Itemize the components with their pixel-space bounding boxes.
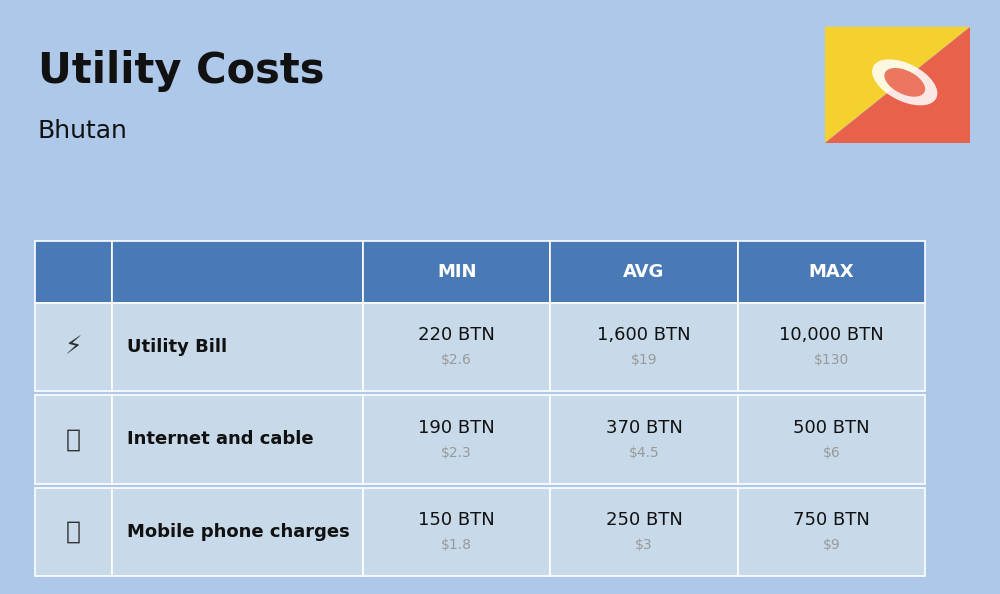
Bar — [363, 303, 550, 391]
Text: $9: $9 — [823, 538, 840, 552]
Text: Mobile phone charges: Mobile phone charges — [127, 523, 350, 541]
Text: AVG: AVG — [623, 263, 665, 280]
Text: 📱: 📱 — [66, 520, 81, 544]
Text: 220 BTN: 220 BTN — [418, 326, 495, 345]
Text: $2.3: $2.3 — [441, 446, 472, 460]
Text: MAX: MAX — [809, 263, 854, 280]
Bar — [550, 241, 738, 303]
Bar — [738, 488, 925, 576]
Text: MIN: MIN — [437, 263, 476, 280]
Bar — [363, 395, 550, 484]
Text: 190 BTN: 190 BTN — [418, 419, 495, 437]
Text: $4.5: $4.5 — [629, 446, 659, 460]
Text: 🌐: 🌐 — [66, 428, 81, 451]
Ellipse shape — [884, 68, 925, 97]
Text: 150 BTN: 150 BTN — [418, 511, 495, 529]
Text: 10,000 BTN: 10,000 BTN — [779, 326, 884, 345]
Bar — [35, 303, 112, 391]
Text: 250 BTN: 250 BTN — [606, 511, 682, 529]
Bar — [112, 303, 363, 391]
Text: 370 BTN: 370 BTN — [606, 419, 682, 437]
Bar — [112, 395, 363, 484]
Bar — [738, 395, 925, 484]
Text: $2.6: $2.6 — [441, 353, 472, 367]
Bar — [550, 303, 738, 391]
Bar — [550, 395, 738, 484]
Bar — [112, 488, 363, 576]
Bar — [363, 241, 550, 303]
Text: ⚡: ⚡ — [65, 335, 82, 359]
Ellipse shape — [872, 59, 937, 105]
Text: $1.8: $1.8 — [441, 538, 472, 552]
Text: $3: $3 — [635, 538, 653, 552]
Bar — [35, 241, 112, 303]
Bar — [738, 303, 925, 391]
Text: $6: $6 — [823, 446, 840, 460]
Bar — [363, 488, 550, 576]
Text: $19: $19 — [631, 353, 657, 367]
Polygon shape — [825, 27, 970, 143]
Text: $130: $130 — [814, 353, 849, 367]
Bar — [738, 241, 925, 303]
Text: Utility Costs: Utility Costs — [38, 50, 324, 93]
Text: Bhutan: Bhutan — [38, 119, 128, 143]
Text: 750 BTN: 750 BTN — [793, 511, 870, 529]
Text: Internet and cable: Internet and cable — [127, 431, 313, 448]
Bar — [550, 488, 738, 576]
Bar — [112, 241, 363, 303]
Text: 1,600 BTN: 1,600 BTN — [597, 326, 691, 345]
Bar — [35, 395, 112, 484]
Text: Utility Bill: Utility Bill — [127, 338, 227, 356]
Text: 500 BTN: 500 BTN — [793, 419, 870, 437]
Bar — [35, 488, 112, 576]
Polygon shape — [825, 27, 970, 143]
